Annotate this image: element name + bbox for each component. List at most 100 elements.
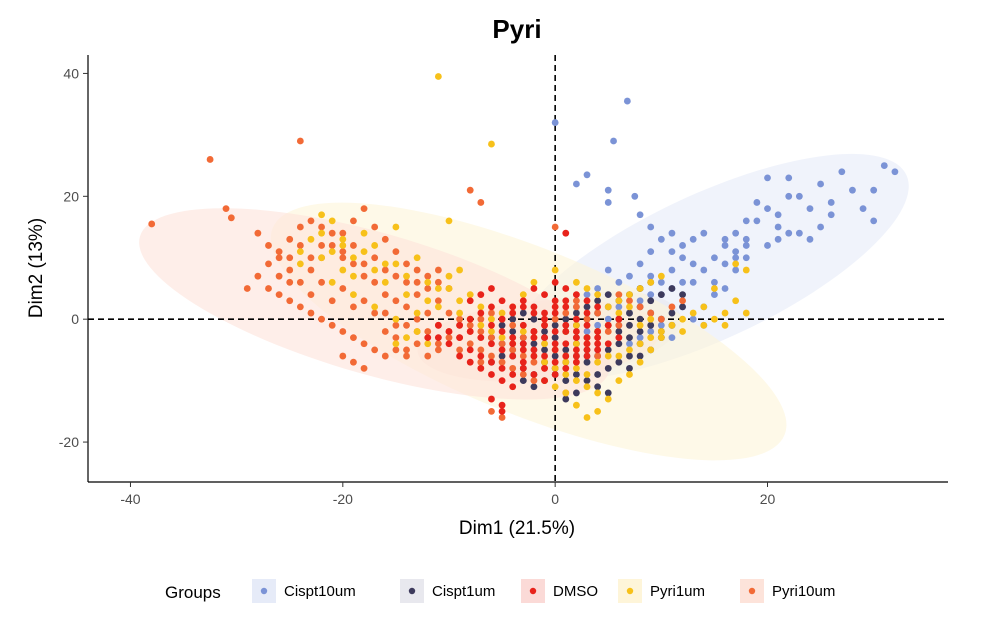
point-dmso bbox=[477, 352, 485, 360]
point-cispt10um bbox=[764, 174, 771, 182]
point-pyri10um bbox=[572, 297, 580, 305]
point-pyri1um bbox=[403, 272, 410, 280]
point-dmso bbox=[456, 334, 464, 342]
point-pyri10um bbox=[403, 260, 410, 268]
point-pyri10um bbox=[498, 340, 506, 348]
point-cispt1um bbox=[594, 383, 602, 391]
point-pyri1um bbox=[445, 217, 453, 225]
point-pyri1um bbox=[339, 242, 347, 249]
point-pyri1um bbox=[732, 260, 740, 268]
point-dmso bbox=[551, 371, 559, 378]
point-pyri1um bbox=[700, 321, 708, 329]
point-pyri1um bbox=[604, 395, 612, 403]
point-dmso bbox=[583, 352, 591, 360]
point-cispt10um bbox=[764, 242, 771, 249]
point-cispt1um bbox=[530, 315, 538, 323]
point-dmso bbox=[477, 364, 485, 372]
point-dmso bbox=[615, 334, 623, 342]
point-dmso bbox=[583, 340, 591, 348]
point-pyri1um bbox=[636, 285, 644, 292]
point-pyri10um bbox=[519, 371, 527, 378]
point-pyri1um bbox=[742, 309, 750, 317]
point-pyri1um bbox=[392, 260, 400, 268]
point-pyri10um bbox=[381, 266, 389, 274]
point-pyri10um bbox=[488, 334, 495, 342]
point-pyri10um bbox=[265, 285, 272, 292]
point-pyri1um bbox=[328, 248, 336, 256]
point-dmso bbox=[466, 358, 474, 366]
point-pyri10um bbox=[318, 278, 325, 286]
point-dmso bbox=[562, 340, 570, 348]
point-dmso bbox=[594, 346, 602, 354]
point-pyri10um bbox=[403, 278, 410, 286]
point-pyri10um bbox=[286, 235, 294, 243]
point-pyri1um bbox=[498, 309, 506, 317]
point-dmso bbox=[509, 383, 517, 391]
point-pyri1um bbox=[679, 328, 686, 335]
point-pyri1um bbox=[434, 285, 442, 292]
point-pyri1um bbox=[732, 297, 740, 305]
point-pyri1um bbox=[594, 291, 602, 299]
point-cispt10um bbox=[668, 248, 676, 256]
point-dmso bbox=[551, 358, 559, 366]
point-cispt10um bbox=[583, 171, 591, 179]
point-cispt10um bbox=[604, 186, 612, 194]
point-pyri10um bbox=[307, 309, 315, 317]
point-pyri10um bbox=[286, 266, 294, 274]
point-pyri10um bbox=[206, 156, 214, 163]
point-pyri1um bbox=[572, 364, 580, 372]
point-pyri10um bbox=[615, 291, 623, 299]
point-cispt10um bbox=[753, 199, 761, 206]
point-pyri1um bbox=[350, 254, 357, 262]
point-dmso bbox=[604, 340, 612, 348]
point-pyri1um bbox=[657, 272, 665, 280]
legend-label-pyri1um: Pyri1um bbox=[650, 583, 705, 600]
point-cispt1um bbox=[572, 389, 580, 397]
point-dmso bbox=[572, 291, 580, 299]
point-dmso bbox=[530, 371, 538, 378]
point-dmso bbox=[541, 334, 548, 342]
point-cispt10um bbox=[785, 192, 793, 200]
point-cispt10um bbox=[827, 211, 835, 219]
point-pyri10um bbox=[498, 358, 506, 366]
point-dmso bbox=[509, 340, 517, 348]
point-pyri1um bbox=[392, 340, 400, 348]
point-pyri1um bbox=[371, 266, 379, 274]
point-pyri1um bbox=[477, 303, 485, 311]
point-pyri10um bbox=[296, 223, 304, 231]
point-pyri1um bbox=[572, 321, 580, 329]
x-axis-title: Dim1 (21.5%) bbox=[459, 518, 575, 539]
point-cispt10um bbox=[689, 235, 697, 243]
point-pyri1um bbox=[572, 278, 580, 286]
point-pyri1um bbox=[466, 291, 474, 299]
point-pyri10um bbox=[679, 297, 686, 305]
point-pyri1um bbox=[360, 229, 368, 237]
point-pyri10um bbox=[339, 328, 347, 335]
point-pyri1um bbox=[647, 346, 655, 354]
point-cispt10um bbox=[657, 278, 665, 286]
point-cispt10um bbox=[742, 217, 750, 225]
point-pyri1um bbox=[583, 383, 591, 391]
point-cispt10um bbox=[827, 199, 835, 206]
point-pyri10um bbox=[424, 285, 432, 292]
point-dmso bbox=[562, 297, 570, 305]
point-pyri1um bbox=[657, 328, 665, 335]
point-pyri10um bbox=[307, 266, 315, 274]
point-pyri1um bbox=[647, 315, 655, 323]
point-pyri1um bbox=[647, 334, 655, 342]
point-cispt1um bbox=[604, 291, 612, 299]
point-cispt1um bbox=[572, 371, 580, 378]
point-cispt10um bbox=[594, 321, 602, 329]
point-pyri1um bbox=[381, 278, 389, 286]
point-dmso bbox=[466, 297, 474, 305]
point-pyri1um bbox=[700, 303, 708, 311]
point-pyri1um bbox=[562, 371, 570, 378]
point-cispt10um bbox=[668, 266, 676, 274]
point-pyri10um bbox=[413, 278, 421, 286]
point-dmso bbox=[541, 309, 548, 317]
point-dmso bbox=[572, 358, 580, 366]
point-pyri10um bbox=[413, 340, 421, 348]
point-pyri1um bbox=[551, 364, 559, 372]
point-pyri1um bbox=[711, 285, 718, 292]
point-cispt10um bbox=[647, 272, 655, 280]
